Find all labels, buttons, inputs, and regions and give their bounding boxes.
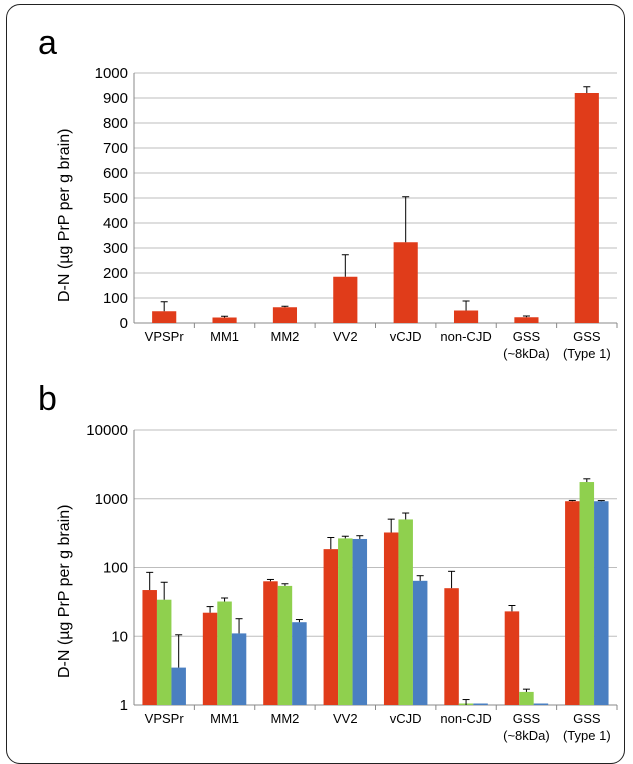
x-tick-label: VPSPr <box>145 711 185 726</box>
y-tick-label: 800 <box>103 115 128 132</box>
y-tick-label: 100 <box>103 290 128 307</box>
y-tick-label: 500 <box>103 190 128 207</box>
bar <box>217 601 232 705</box>
y-tick-label: 0 <box>120 315 128 332</box>
bar <box>444 588 459 705</box>
x-tick-label: non-CJD <box>440 711 491 726</box>
x-tick-label: (~8kDa) <box>503 728 550 743</box>
bar <box>533 703 549 705</box>
bar <box>574 93 599 323</box>
bar <box>473 703 488 705</box>
x-tick-label: VV2 <box>333 711 358 726</box>
bar <box>565 501 580 705</box>
y-tick-label: 300 <box>103 240 128 257</box>
x-tick-label: (~8kDa) <box>503 346 550 361</box>
y-tick-label: 100 <box>103 560 128 577</box>
bar <box>453 310 479 323</box>
x-tick-label: MM2 <box>270 329 299 344</box>
bar <box>514 317 539 323</box>
x-tick-label: GSS <box>573 711 601 726</box>
bar <box>338 538 353 705</box>
bar <box>152 311 177 323</box>
bar <box>393 242 418 323</box>
bar <box>412 580 428 705</box>
y-tick-label: 10 <box>111 628 128 645</box>
bar <box>323 549 339 705</box>
panel-a-letter: a <box>38 24 57 62</box>
bar <box>398 519 413 705</box>
x-tick-label: vCJD <box>390 329 422 344</box>
y-tick-label: 1000 <box>95 65 128 82</box>
bar <box>292 622 307 705</box>
bar <box>202 612 218 705</box>
bar <box>579 482 595 705</box>
bar <box>383 532 399 705</box>
bar <box>231 633 247 705</box>
bar <box>333 276 358 323</box>
x-tick-label: MM1 <box>210 329 239 344</box>
y-tick-label: 1 <box>120 697 128 714</box>
x-tick-label: GSS <box>573 329 601 344</box>
y-tick-label: 900 <box>103 90 128 107</box>
y-tick-label: 200 <box>103 265 128 282</box>
x-tick-label: VV2 <box>333 329 358 344</box>
y-tick-label: 400 <box>103 215 128 232</box>
bar <box>142 590 157 705</box>
x-tick-label: MM1 <box>210 711 239 726</box>
x-tick-label: VPSPr <box>145 329 185 344</box>
x-tick-label: vCJD <box>390 711 422 726</box>
bar <box>504 611 520 705</box>
bar <box>212 317 237 323</box>
panel-b-letter: b <box>38 380 57 418</box>
y-tick-label: 700 <box>103 140 128 157</box>
x-tick-label: GSS <box>513 329 541 344</box>
bar <box>263 581 278 705</box>
y-tick-label: 600 <box>103 165 128 182</box>
bar <box>171 667 186 705</box>
y-tick-label: 1000 <box>95 491 128 508</box>
x-tick-label: MM2 <box>270 711 299 726</box>
bar <box>352 538 368 705</box>
bar <box>272 307 298 323</box>
x-tick-label: (Type 1) <box>563 346 611 361</box>
bar <box>156 599 172 705</box>
x-tick-label: GSS <box>513 711 541 726</box>
x-tick-label: non-CJD <box>440 329 491 344</box>
x-tick-label: (Type 1) <box>563 728 611 743</box>
bar <box>277 585 293 705</box>
bar <box>519 691 534 705</box>
bar <box>594 501 609 705</box>
y-tick-label: 10000 <box>86 422 128 439</box>
